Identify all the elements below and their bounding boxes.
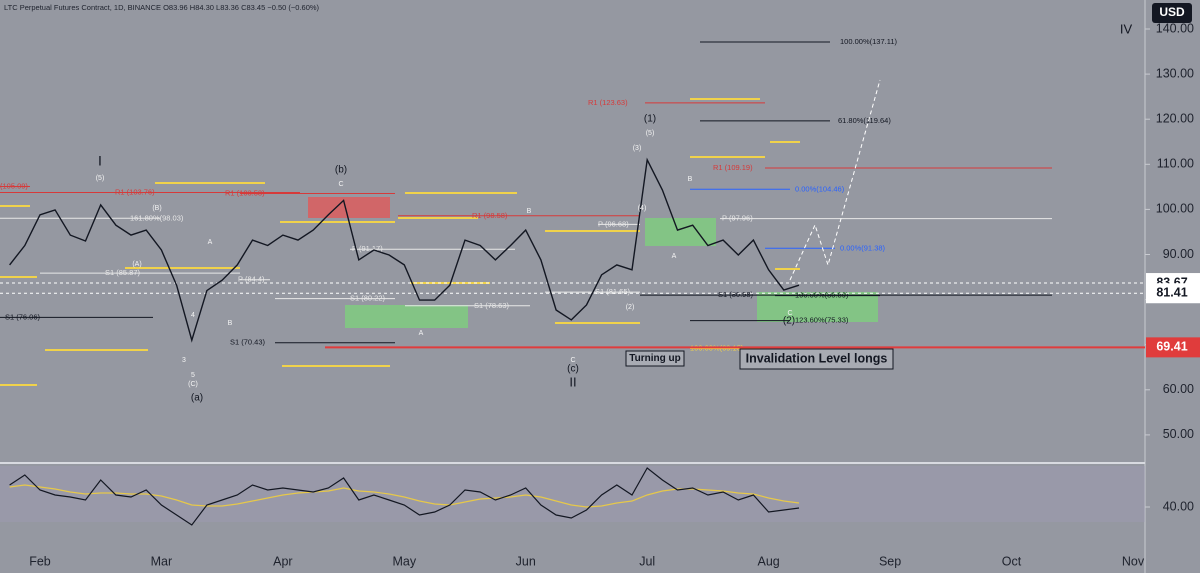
note-text: Invalidation Level longs (746, 351, 888, 365)
x-tick-label: May (392, 554, 416, 568)
level-label: S1 (81.65) (595, 287, 631, 296)
level-label: 123.60%(75.33) (795, 316, 849, 325)
zone (757, 292, 878, 322)
wave-label: (4) (638, 205, 647, 212)
wave-label: (c) (567, 364, 579, 375)
wave-label: C (787, 310, 792, 317)
note-box (739, 348, 894, 370)
wave-label: A (672, 253, 677, 260)
note-text: Turning up (629, 353, 680, 364)
wave-label: 5 (191, 372, 195, 379)
x-tick-label: Mar (151, 554, 173, 568)
oscillator-line (9, 467, 800, 526)
level-label: S1 (80.22) (350, 294, 386, 303)
wave-label: (a) (191, 393, 203, 404)
y-tick-label: 120.00 (1156, 111, 1194, 125)
symbol-header: LTC Perpetual Futures Contract, 1D, BINA… (4, 3, 320, 12)
currency-badge (1152, 3, 1192, 23)
level-label: S1 (70.43) (230, 338, 266, 347)
level-label: 61.80%(119.64) (838, 116, 891, 125)
price-tag (1146, 283, 1200, 304)
wave-label: (C) (188, 381, 198, 388)
y-tick-label: 140.00 (1156, 21, 1194, 35)
level-label: S1 (85.87) (105, 268, 141, 277)
wave-label: I (98, 153, 102, 169)
wave-label: B (527, 208, 532, 215)
zone (345, 305, 468, 328)
x-tick-label: Apr (273, 554, 292, 568)
wave-label: (2) (783, 316, 795, 327)
wave-label: C (570, 357, 575, 364)
wave-label: (5) (646, 130, 655, 137)
level-label: P (97.96) (722, 214, 753, 223)
price-line-series (9, 157, 800, 343)
x-tick-label: Nov (1122, 554, 1145, 568)
level-label: 100.00%(80.89) (795, 291, 849, 300)
x-tick-label: Sep (879, 554, 901, 568)
level-label: 0.00%(91.38) (840, 243, 886, 252)
zone (308, 197, 390, 218)
wave-label: C (338, 181, 343, 188)
x-tick-label: Oct (1002, 554, 1022, 568)
x-tick-label: Aug (758, 554, 780, 568)
wave-label: 4 (191, 312, 195, 319)
level-label: 161.80%(98.03) (130, 213, 184, 222)
wave-label: A (208, 239, 213, 246)
wave-label: IV (1120, 21, 1133, 36)
level-label: 0.00%(104.46) (795, 184, 845, 193)
currency-label: USD (1159, 5, 1185, 19)
level-label: R1 (98.58) (472, 211, 508, 220)
x-tick-label: Jun (516, 554, 536, 568)
level-label: P (96.68) (598, 219, 629, 228)
wave-label: B (228, 320, 233, 327)
level-label: P (91.17) (352, 244, 383, 253)
oscillator-line (9, 484, 800, 508)
wave-label: 3 (182, 357, 186, 364)
y-tick-label: 40.00 (1163, 499, 1194, 513)
y-tick-label: 130.00 (1156, 66, 1194, 80)
plot: 50.0060.0070.0080.0090.00100.00110.00120… (0, 21, 1200, 568)
wave-label: B (688, 176, 693, 183)
note-box (625, 350, 685, 367)
wave-label: (b) (335, 165, 347, 176)
level-label: R1 (123.63) (588, 98, 628, 107)
price-tag-label: 69.41 (1156, 340, 1187, 354)
level-label: R1 (109.19) (713, 163, 753, 172)
projection (789, 79, 881, 281)
y-tick-label: 60.00 (1163, 382, 1194, 396)
level-label: R1 (103.53) (225, 188, 265, 197)
oscillator-band (0, 466, 1145, 522)
level-label: 100.00%(137.11) (840, 37, 897, 46)
wave-label: (5) (96, 175, 105, 182)
y-tick-label: 50.00 (1163, 427, 1194, 441)
wave-label: II (569, 374, 576, 389)
price-tag-label: 81.41 (1156, 286, 1187, 300)
wave-label: (3) (633, 145, 642, 152)
level-label: P (84.4) (238, 275, 265, 284)
wave-label: (B) (152, 205, 161, 212)
y-tick-label: 90.00 (1163, 247, 1194, 261)
level-label: S1 (76.06) (5, 312, 41, 321)
x-tick-label: Feb (29, 554, 51, 568)
level-label: R1 (103.76) (115, 187, 155, 196)
level-label: S1 (80.98) (718, 290, 754, 299)
price-tag (1146, 337, 1200, 358)
wave-label: (2) (626, 304, 635, 311)
level-label: (105.09) (0, 181, 28, 190)
y-tick-label: 100.00 (1156, 202, 1194, 216)
x-tick-label: Jul (639, 554, 655, 568)
wave-label: (1) (644, 114, 656, 125)
level-label: S1 (78.63) (474, 301, 510, 310)
wave-label: A (419, 330, 424, 337)
wave-label: (A) (132, 261, 141, 268)
y-tick-label: 110.00 (1157, 157, 1194, 171)
